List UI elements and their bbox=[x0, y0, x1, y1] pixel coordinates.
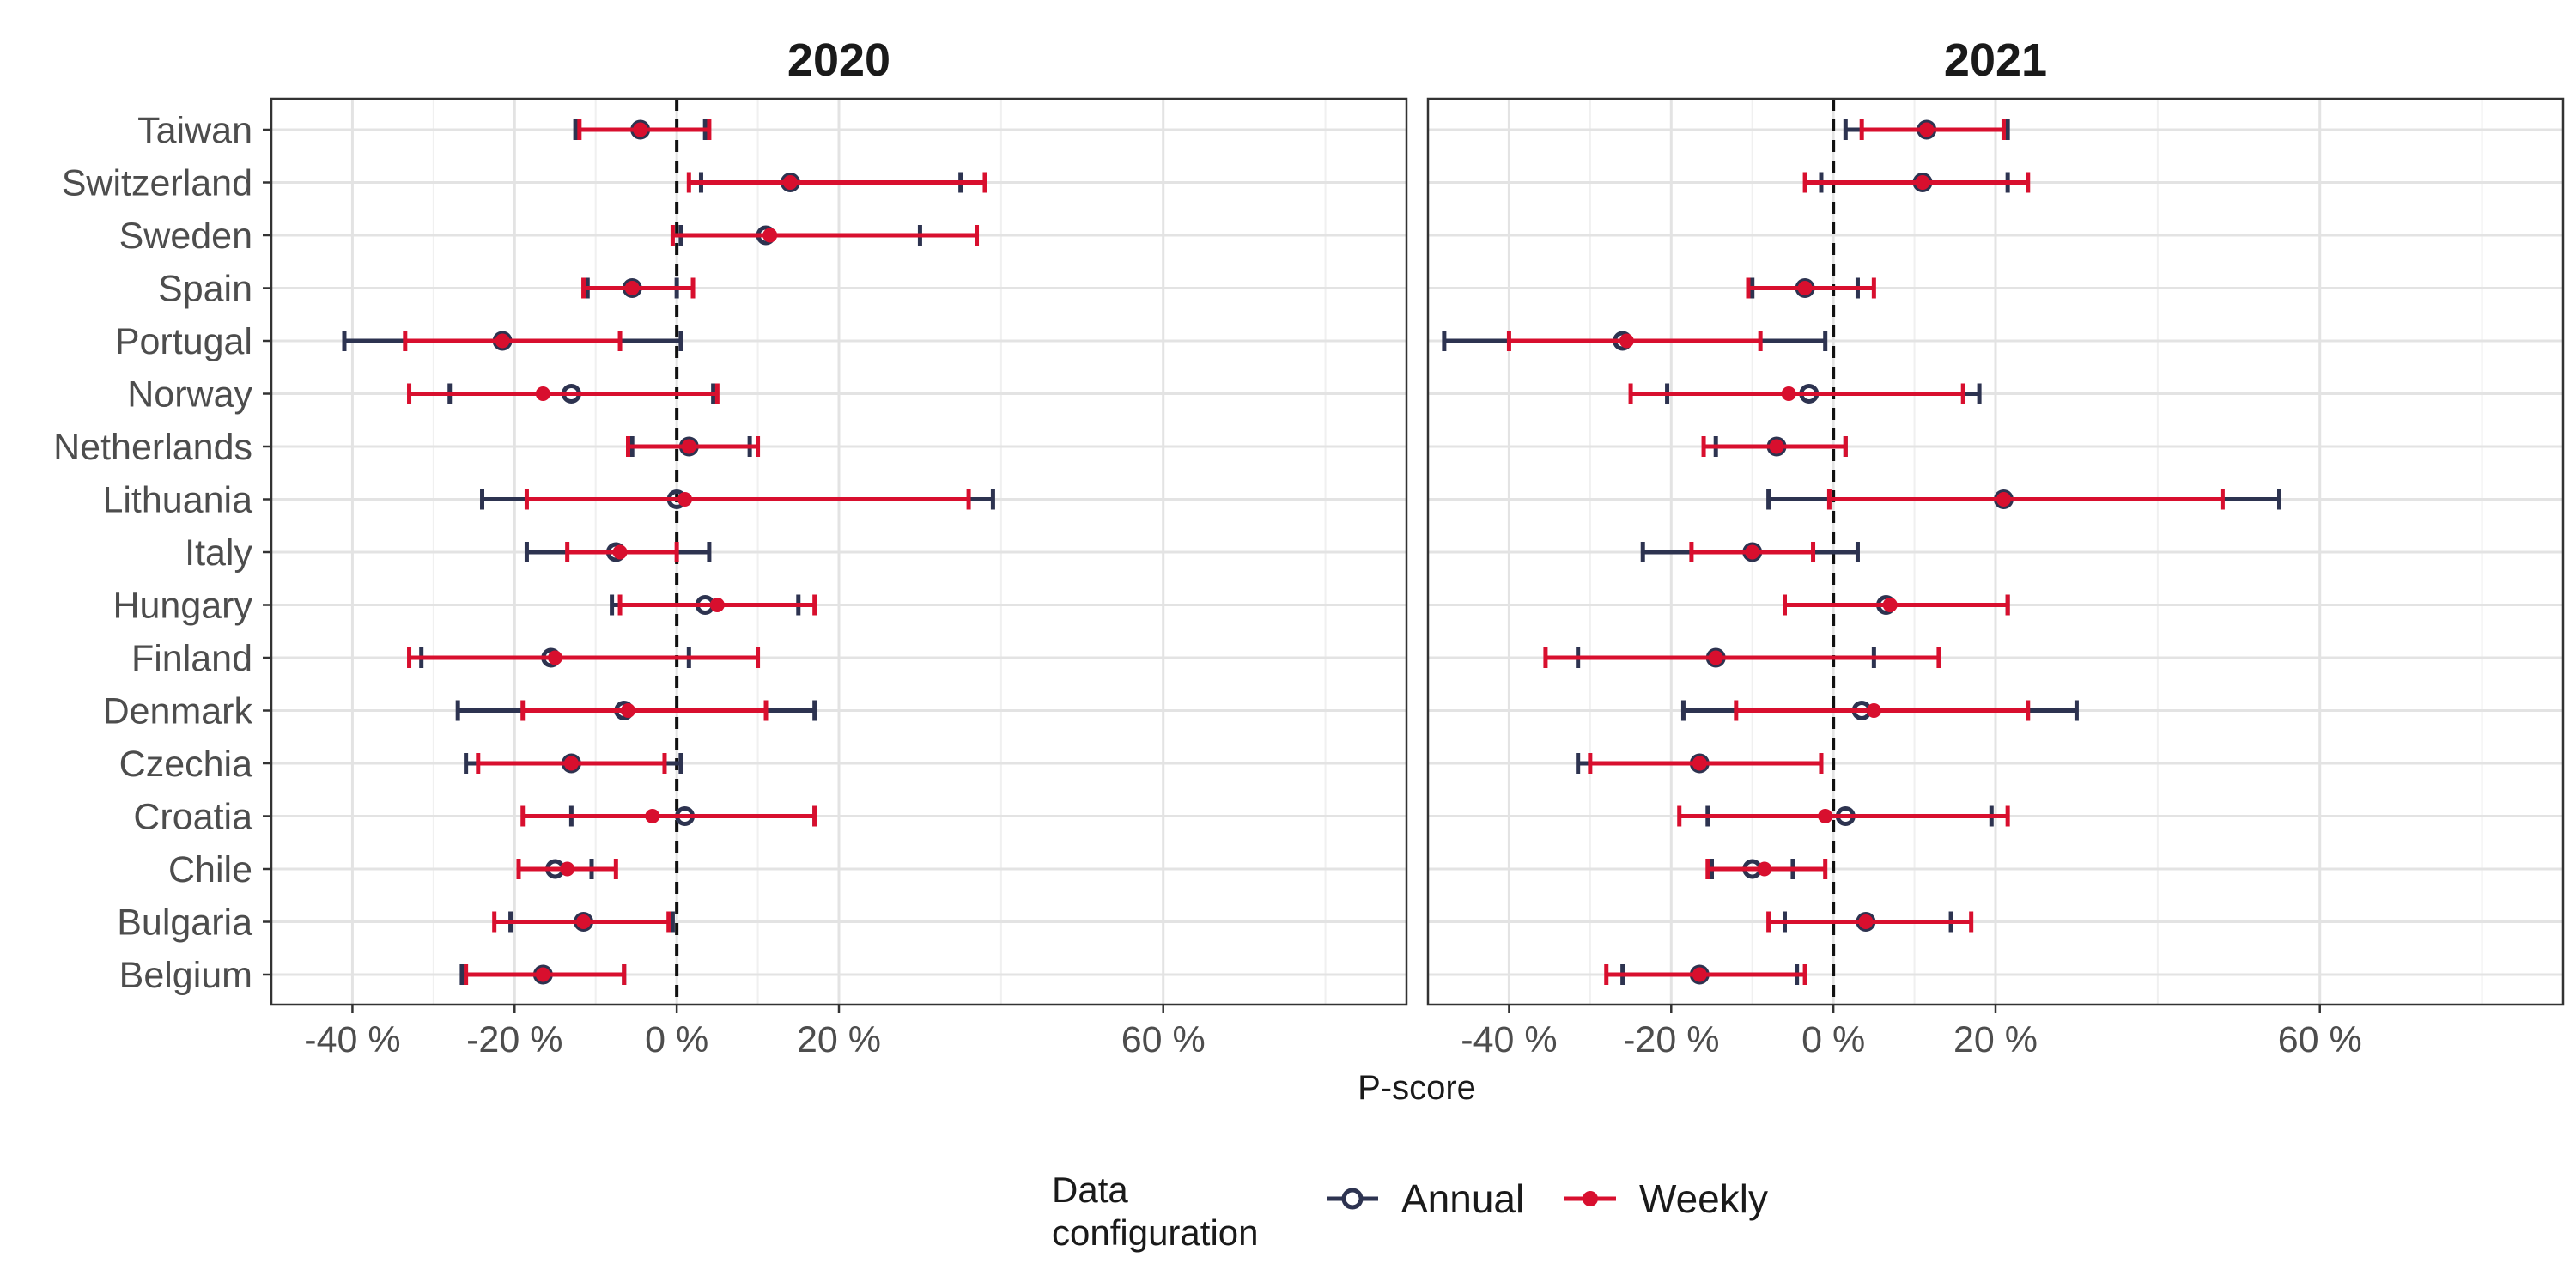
legend-title-line-1: Data bbox=[1052, 1170, 1128, 1210]
facet-2020-weekly-portugal-point bbox=[495, 333, 510, 349]
facet-2020-weekly-taiwan-point bbox=[633, 122, 648, 137]
facet-2021-weekly-chile-point bbox=[1757, 861, 1772, 877]
y-tick-label-belgium: Belgium bbox=[119, 955, 252, 996]
facet-2021-weekly-switzerland-point bbox=[1915, 175, 1930, 190]
facet-2020-title: 2020 bbox=[787, 34, 890, 86]
facet-2020-x-tick-label: 60 % bbox=[1121, 1019, 1206, 1060]
facet-2020-weekly-italy-point bbox=[612, 544, 628, 560]
legend-entry-weekly-marker bbox=[1583, 1191, 1598, 1206]
y-tick-label-italy: Italy bbox=[185, 532, 252, 574]
y-tick-label-hungary: Hungary bbox=[112, 586, 252, 627]
y-tick-label-taiwan: Taiwan bbox=[137, 110, 252, 151]
y-tick-label-portugal: Portugal bbox=[115, 321, 252, 362]
y-tick-label-switzerland: Switzerland bbox=[62, 163, 252, 204]
facet-2020-weekly-belgium-point bbox=[535, 967, 550, 982]
y-tick-label-lithuania: Lithuania bbox=[102, 480, 252, 521]
y-tick-label-bulgaria: Bulgaria bbox=[117, 902, 252, 944]
legend-entry-annual-label: Annual bbox=[1401, 1176, 1524, 1221]
facet-2021-weekly-czechia-point bbox=[1692, 756, 1707, 771]
facet-2020-x-tick-label: 0 % bbox=[645, 1019, 708, 1060]
facet-2020-weekly-lithuania-point bbox=[677, 492, 693, 507]
facet-2021-x-tick-label: 60 % bbox=[2278, 1019, 2362, 1060]
facet-2020-weekly-bulgaria-point bbox=[576, 914, 592, 929]
facet-2020-weekly-norway-point bbox=[535, 386, 550, 401]
y-tick-label-croatia: Croatia bbox=[133, 797, 252, 838]
facet-2021-weekly-denmark-point bbox=[1866, 703, 1881, 718]
facet-2021-x-tick-label: -20 % bbox=[1623, 1019, 1719, 1060]
y-tick-label-sweden: Sweden bbox=[119, 216, 252, 257]
facet-2021-weekly-italy-point bbox=[1745, 544, 1760, 560]
y-tick-label-spain: Spain bbox=[158, 269, 252, 310]
facet-2020-weekly-denmark-point bbox=[620, 703, 635, 718]
facet-2021-weekly-series bbox=[1506, 119, 2225, 985]
facet-2021-weekly-taiwan-point bbox=[1919, 122, 1935, 137]
facet-2021-weekly-norway-point bbox=[1781, 386, 1796, 401]
y-tick-label-chile: Chile bbox=[168, 849, 252, 890]
facet-2021-weekly-spain-point bbox=[1797, 281, 1813, 295]
facet-2020-x-tick-label: 20 % bbox=[797, 1019, 881, 1060]
facet-2021-weekly-croatia-point bbox=[1818, 809, 1833, 823]
facet-2020-weekly-spain-point bbox=[624, 281, 640, 295]
y-tick-label-denmark: Denmark bbox=[103, 691, 253, 732]
y-tick-label-netherlands: Netherlands bbox=[53, 427, 252, 468]
facet-2021-x-tick-label: 20 % bbox=[1953, 1019, 2038, 1060]
facet-2021-weekly-belgium-point bbox=[1692, 967, 1707, 982]
facet-2021-weekly-bulgaria-point bbox=[1858, 914, 1874, 929]
facet-2021-weekly-finland-point bbox=[1708, 650, 1723, 665]
legend-entry-annual-marker bbox=[1341, 1188, 1364, 1210]
facet-2020-weekly-croatia-point bbox=[645, 809, 660, 823]
legend-entry-weekly-label: Weekly bbox=[1639, 1176, 1768, 1221]
facet-2021-x-tick-label: -40 % bbox=[1461, 1019, 1557, 1060]
facet-2020-weekly-switzerland-point bbox=[782, 175, 798, 190]
legend-title-line-2: configuration bbox=[1052, 1212, 1259, 1253]
x-axis-title: P-score bbox=[1358, 1069, 1476, 1107]
facet-2020-x-tick-label: -20 % bbox=[466, 1019, 562, 1060]
facet-2021-x-tick-label: 0 % bbox=[1801, 1019, 1865, 1060]
series-layer bbox=[342, 119, 2281, 985]
facet-2020-weekly-sweden-point bbox=[762, 228, 778, 243]
labels-layer: 2020 -40 % -20 % 0 % 20 % 60 % 2021 -40 % -20 % 0… bbox=[53, 34, 2362, 1107]
y-tick-label-czechia: Czechia bbox=[119, 744, 252, 785]
facet-2020-weekly-chile-point bbox=[560, 861, 575, 877]
facet-2021-weekly-portugal-point bbox=[1619, 333, 1634, 349]
facet-2020-weekly-hungary-point bbox=[709, 598, 725, 612]
facet-2020-weekly-series bbox=[403, 119, 987, 985]
y-tick-label-finland: Finland bbox=[131, 638, 252, 679]
panel-frames bbox=[263, 97, 2565, 1013]
facet-2020-x-tick-label: -40 % bbox=[304, 1019, 400, 1060]
y-tick-label-norway: Norway bbox=[127, 374, 252, 416]
reference-lines bbox=[675, 99, 1836, 1005]
facet-2020-weekly-netherlands-point bbox=[681, 439, 696, 454]
facet-2021-weekly-lithuania-point bbox=[1996, 492, 2011, 507]
facet-2021-weekly-netherlands-point bbox=[1769, 439, 1784, 454]
facet-2021-title: 2021 bbox=[1944, 34, 2047, 86]
facet-2020-weekly-finland-point bbox=[548, 650, 562, 665]
facet-2020-weekly-czechia-point bbox=[563, 756, 579, 771]
facet-2021-weekly-hungary-point bbox=[1882, 598, 1898, 612]
